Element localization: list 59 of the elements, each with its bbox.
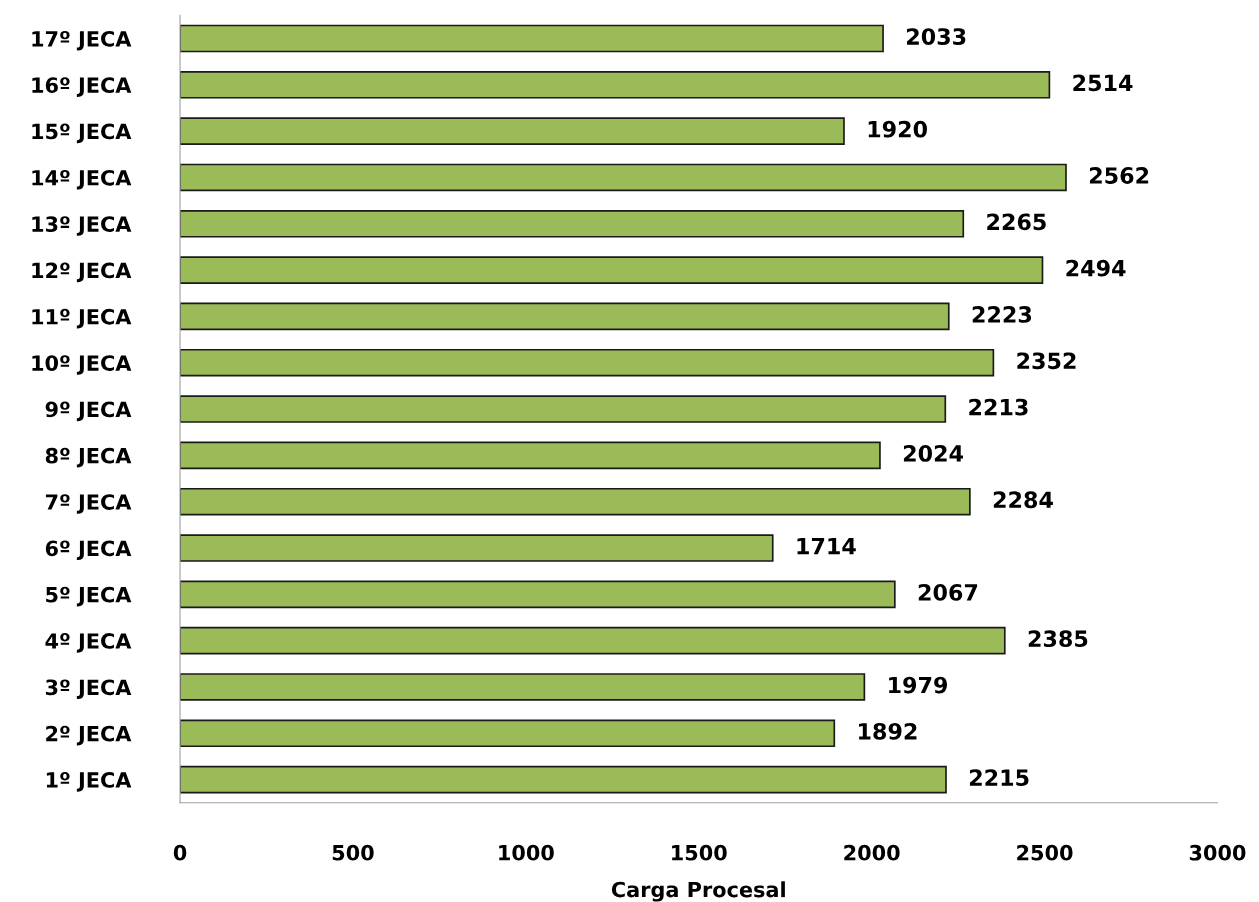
data-label: 2215 bbox=[969, 769, 1029, 787]
x-tick-label: 3000 bbox=[1189, 844, 1246, 861]
bar bbox=[180, 348, 995, 377]
x-tick-label: 2500 bbox=[1017, 844, 1073, 861]
data-label: 2067 bbox=[918, 583, 978, 601]
data-label: 2033 bbox=[907, 28, 966, 45]
data-label: 2494 bbox=[1066, 259, 1126, 277]
x-axis-title: Carga Procesal bbox=[611, 881, 785, 902]
data-label: 1714 bbox=[797, 537, 856, 555]
bar bbox=[180, 209, 965, 238]
data-label: 2385 bbox=[1028, 630, 1088, 648]
data-label: 2265 bbox=[987, 213, 1046, 231]
y-tick-label: 11º JECA bbox=[32, 308, 132, 329]
x-tick-label: 2000 bbox=[844, 844, 900, 861]
bar bbox=[180, 719, 836, 748]
bar bbox=[180, 765, 947, 794]
y-tick-label: 9º JECA bbox=[45, 401, 132, 422]
y-tick-label: 16º JECA bbox=[32, 77, 132, 97]
bar bbox=[180, 673, 866, 701]
y-tick-label: 4º JECA bbox=[45, 633, 132, 653]
y-tick-label: 15º JECA bbox=[32, 123, 132, 144]
data-label: 2562 bbox=[1089, 167, 1149, 184]
x-tick-label: 500 bbox=[332, 844, 374, 861]
bar bbox=[180, 24, 884, 53]
y-tick-label: 14º JECA bbox=[32, 169, 132, 190]
bar bbox=[180, 626, 1006, 655]
bar bbox=[180, 395, 947, 423]
bar bbox=[180, 256, 1044, 284]
y-tick-label: 1º JECA bbox=[46, 772, 132, 792]
data-label: 2284 bbox=[993, 491, 1053, 509]
data-label: 2352 bbox=[1017, 352, 1076, 370]
bar bbox=[180, 534, 774, 562]
y-tick-label: 13º JECA bbox=[32, 216, 132, 236]
data-label: 1892 bbox=[859, 722, 917, 740]
x-tick-label: 0 bbox=[173, 844, 187, 861]
y-tick-label: 17º JECA bbox=[32, 30, 132, 51]
data-label: 2223 bbox=[972, 306, 1032, 323]
y-tick-label: 5º JECA bbox=[46, 586, 132, 607]
bar bbox=[180, 580, 896, 609]
bar bbox=[180, 163, 1067, 192]
x-tick-label: 1500 bbox=[672, 844, 727, 861]
y-tick-label: 7º JECA bbox=[45, 494, 132, 514]
bar bbox=[180, 487, 971, 516]
y-tick-label: 6º JECA bbox=[45, 540, 132, 561]
y-tick-label: 12º JECA bbox=[32, 262, 132, 283]
y-tick-label: 3º JECA bbox=[45, 679, 132, 700]
y-tick-label: 10º JECA bbox=[32, 355, 132, 375]
data-label: 2024 bbox=[903, 445, 963, 462]
data-label: 2514 bbox=[1073, 74, 1133, 92]
x-tick-label: 1000 bbox=[499, 844, 554, 861]
data-label: 2213 bbox=[969, 398, 1028, 416]
bar bbox=[180, 117, 845, 145]
bar bbox=[180, 71, 1051, 99]
data-label: 1979 bbox=[889, 676, 948, 694]
data-label: 1920 bbox=[868, 120, 927, 138]
y-tick-label: 2º JECA bbox=[46, 725, 132, 746]
bar bbox=[180, 441, 881, 470]
bar bbox=[180, 302, 950, 331]
y-tick-label: 8º JECA bbox=[45, 447, 132, 468]
